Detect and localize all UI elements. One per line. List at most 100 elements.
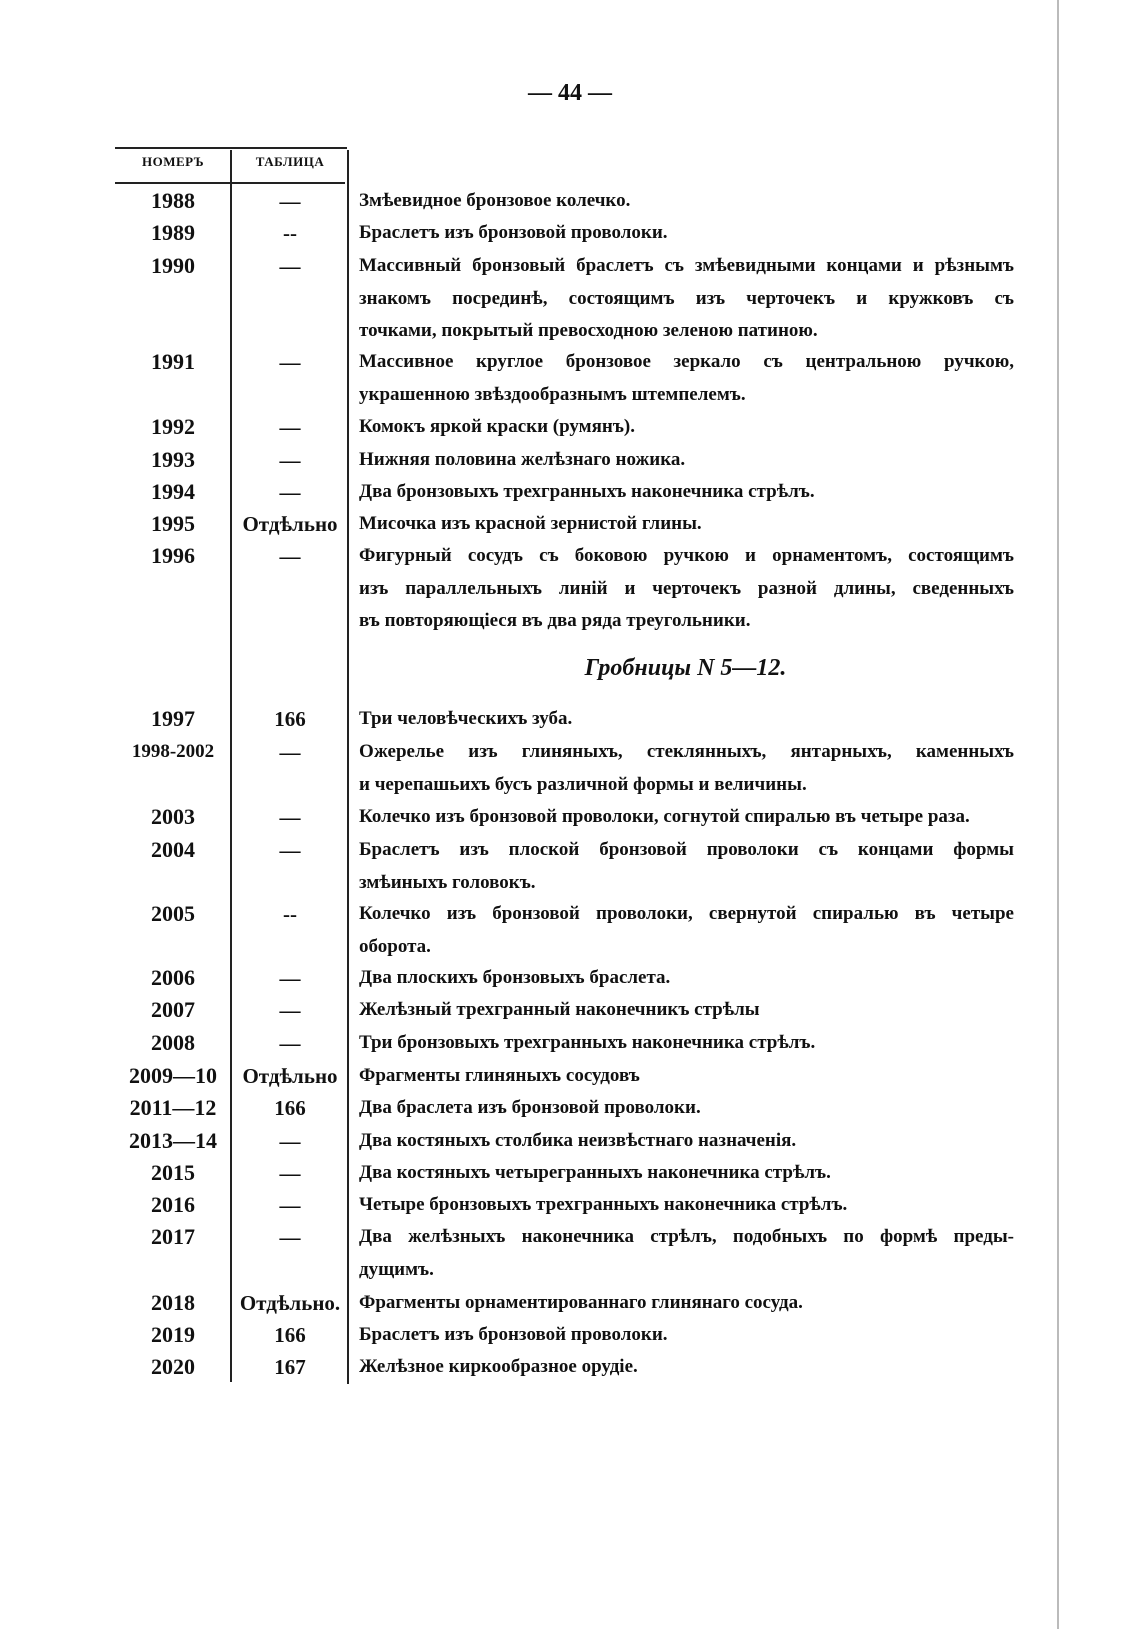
table-reference: — [279,805,301,829]
item-number: 2005 [151,901,195,926]
item-description: Нижняя половина желѣзнаго ножика. [359,444,1014,477]
description-line: Желѣзный трехгранный наконечникъ стрѣлы [359,999,760,1020]
item-number: 2017 [151,1224,195,1249]
item-number: 2019 [151,1322,195,1347]
item-number: 1998-2002 [131,741,215,762]
item-description: Два костяныхъ четырегранныхъ наконечника… [359,1157,1014,1190]
item-description: Три бронзовыхъ трехгранныхъ наконечника … [359,1027,1014,1060]
description-line: Два костяныхъ столбика неизвѣстнаго назн… [359,1130,797,1151]
description-line: Два бронзовыхъ трехгранныхъ наконечника … [359,481,815,502]
item-number: 1994 [151,479,195,504]
item-description: Комокъ яркой краски (румянъ). [359,411,1014,444]
table-reference: — [279,1225,301,1249]
description-line: Колечко изъ бронзовой проволоки, согнуто… [359,806,970,827]
item-description: Браслетъ изъ бронзовой проволоки. [359,217,1014,250]
table-reference: Отдѣльно [242,512,338,536]
table-reference: 167 [274,1355,306,1379]
header-top-rule [115,147,347,149]
description-line: Фрагменты глиняныхъ сосудовъ [359,1065,640,1086]
description-line: украшенною звѣздообразнымъ штемпелемъ. [359,383,746,405]
description-line: змѣиныхъ головокъ. [359,871,536,893]
table-reference: — [279,189,301,213]
column-divider-1 [230,150,232,1382]
table-reference: — [279,254,301,278]
table-reference: — [279,998,301,1022]
header-number: НОМЕРЪ [141,154,205,169]
item-number: 1990 [151,253,195,278]
description-line: Четыре бронзовыхъ трехгранныхъ наконечни… [359,1194,848,1215]
item-description: Два желѣзныхъ наконечника стрѣлъ, подобн… [359,1221,1014,1286]
description-line: Браслетъ изъ бронзовой проволоки. [359,222,668,243]
item-number: 2018 [151,1290,195,1315]
description-line: Два желѣзныхъ наконечника стрѣлъ, подобн… [359,1226,1014,1247]
table-reference: — [279,740,301,764]
table-reference: 166 [274,1096,306,1120]
description-line: Фигурный сосудъ съ боковою ручкою и орна… [359,545,1014,566]
item-number: 2006 [151,965,195,990]
header-table: ТАБЛИЦА [255,154,325,169]
item-description: Желѣзное киркообразное орудіе. [359,1351,1014,1384]
item-number: 2020 [151,1354,195,1379]
item-number: 1997 [151,706,195,731]
description-line: Комокъ яркой краски (румянъ). [359,416,635,437]
item-description: Четыре бронзовыхъ трехгранныхъ наконечни… [359,1189,1014,1222]
description-line: Массивный бронзовый браслетъ съ змѣевидн… [359,255,1014,276]
description-line: и черепашьихъ бусъ различной формы и вел… [359,773,807,795]
section-heading: Гробницы N 5—12. [584,655,787,681]
table-reference: -- [283,221,297,245]
table-reference: — [279,415,301,439]
item-number: 2013—14 [129,1128,217,1153]
item-number: 2008 [151,1030,195,1055]
description-line: Мисочка изъ красной зернистой глины. [359,513,702,534]
description-line: въ повторяющіеся въ два ряда треугольник… [359,610,751,631]
description-line: изъ параллельныхъ линій и черточекъ разн… [359,577,1014,599]
item-number: 1992 [151,414,195,439]
description-line: Колечко изъ бронзовой проволоки, свернут… [359,903,1014,924]
item-description: Массивный бронзовый браслетъ съ змѣевидн… [359,250,1014,348]
item-description: Два бронзовыхъ трехгранныхъ наконечника … [359,476,1014,509]
item-number: 1991 [151,349,195,374]
item-description: Три человѣческихъ зуба. [359,703,1014,736]
item-description: Фрагменты орнаментированнаго глинянаго с… [359,1287,1014,1320]
item-number: 1996 [151,543,195,568]
table-reference: — [279,1129,301,1153]
item-description: Два костяныхъ столбика неизвѣстнаго назн… [359,1125,1014,1158]
table-reference: -- [283,902,297,926]
description-line: Змѣевидное бронзовое колечко. [359,190,631,211]
description-line: Браслетъ изъ плоской бронзовой проволоки… [359,839,1014,860]
item-description: Фрагменты глиняныхъ сосудовъ [359,1060,1014,1093]
item-description: Колечко изъ бронзовой проволоки, свернут… [359,898,1014,963]
item-description: Фигурный сосудъ съ боковою ручкою и орна… [359,540,1014,638]
item-number: 1995 [151,511,195,536]
description-line: Массивное круглое бронзовое зеркало съ ц… [359,351,1014,372]
description-line: оборота. [359,935,431,957]
table-reference: 166 [274,1323,306,1347]
table-reference: — [279,838,301,862]
item-description: Браслетъ изъ бронзовой проволоки. [359,1319,1014,1352]
item-description: Массивное круглое бронзовое зеркало съ ц… [359,346,1014,411]
description-line: Фрагменты орнаментированнаго глинянаго с… [359,1292,803,1313]
item-description: Ожерелье изъ глиняныхъ, стеклянныхъ, янт… [359,736,1014,801]
description-line: Ожерелье изъ глиняныхъ, стеклянныхъ, янт… [359,741,1014,762]
page-edge [1057,0,1059,1629]
table-reference: — [279,448,301,472]
table-reference: Отдѣльно [242,1064,338,1088]
table-reference: — [279,544,301,568]
item-number: 2007 [151,997,195,1022]
table-reference: 166 [274,707,306,731]
description-line: дущимъ. [359,1258,434,1280]
item-number: 2016 [151,1192,195,1217]
description-line: Желѣзное киркообразное орудіе. [359,1356,638,1377]
description-line: Нижняя половина желѣзнаго ножика. [359,449,686,470]
description-line: Три человѣческихъ зуба. [359,708,573,729]
item-description: Змѣевидное бронзовое колечко. [359,185,1014,218]
table-reference: — [279,480,301,504]
table-reference: — [279,1031,301,1055]
description-line: Два плоскихъ бронзовыхъ браслета. [359,967,671,988]
item-description: Два плоскихъ бронзовыхъ браслета. [359,962,1014,995]
item-number: 2009—10 [129,1063,217,1088]
description-line: знакомъ посрединѣ, состоящимъ изъ черточ… [359,287,1014,309]
description-line: Два браслета изъ бронзовой проволоки. [359,1097,701,1118]
item-number: 2011—12 [129,1095,217,1120]
item-number: 1989 [151,220,195,245]
